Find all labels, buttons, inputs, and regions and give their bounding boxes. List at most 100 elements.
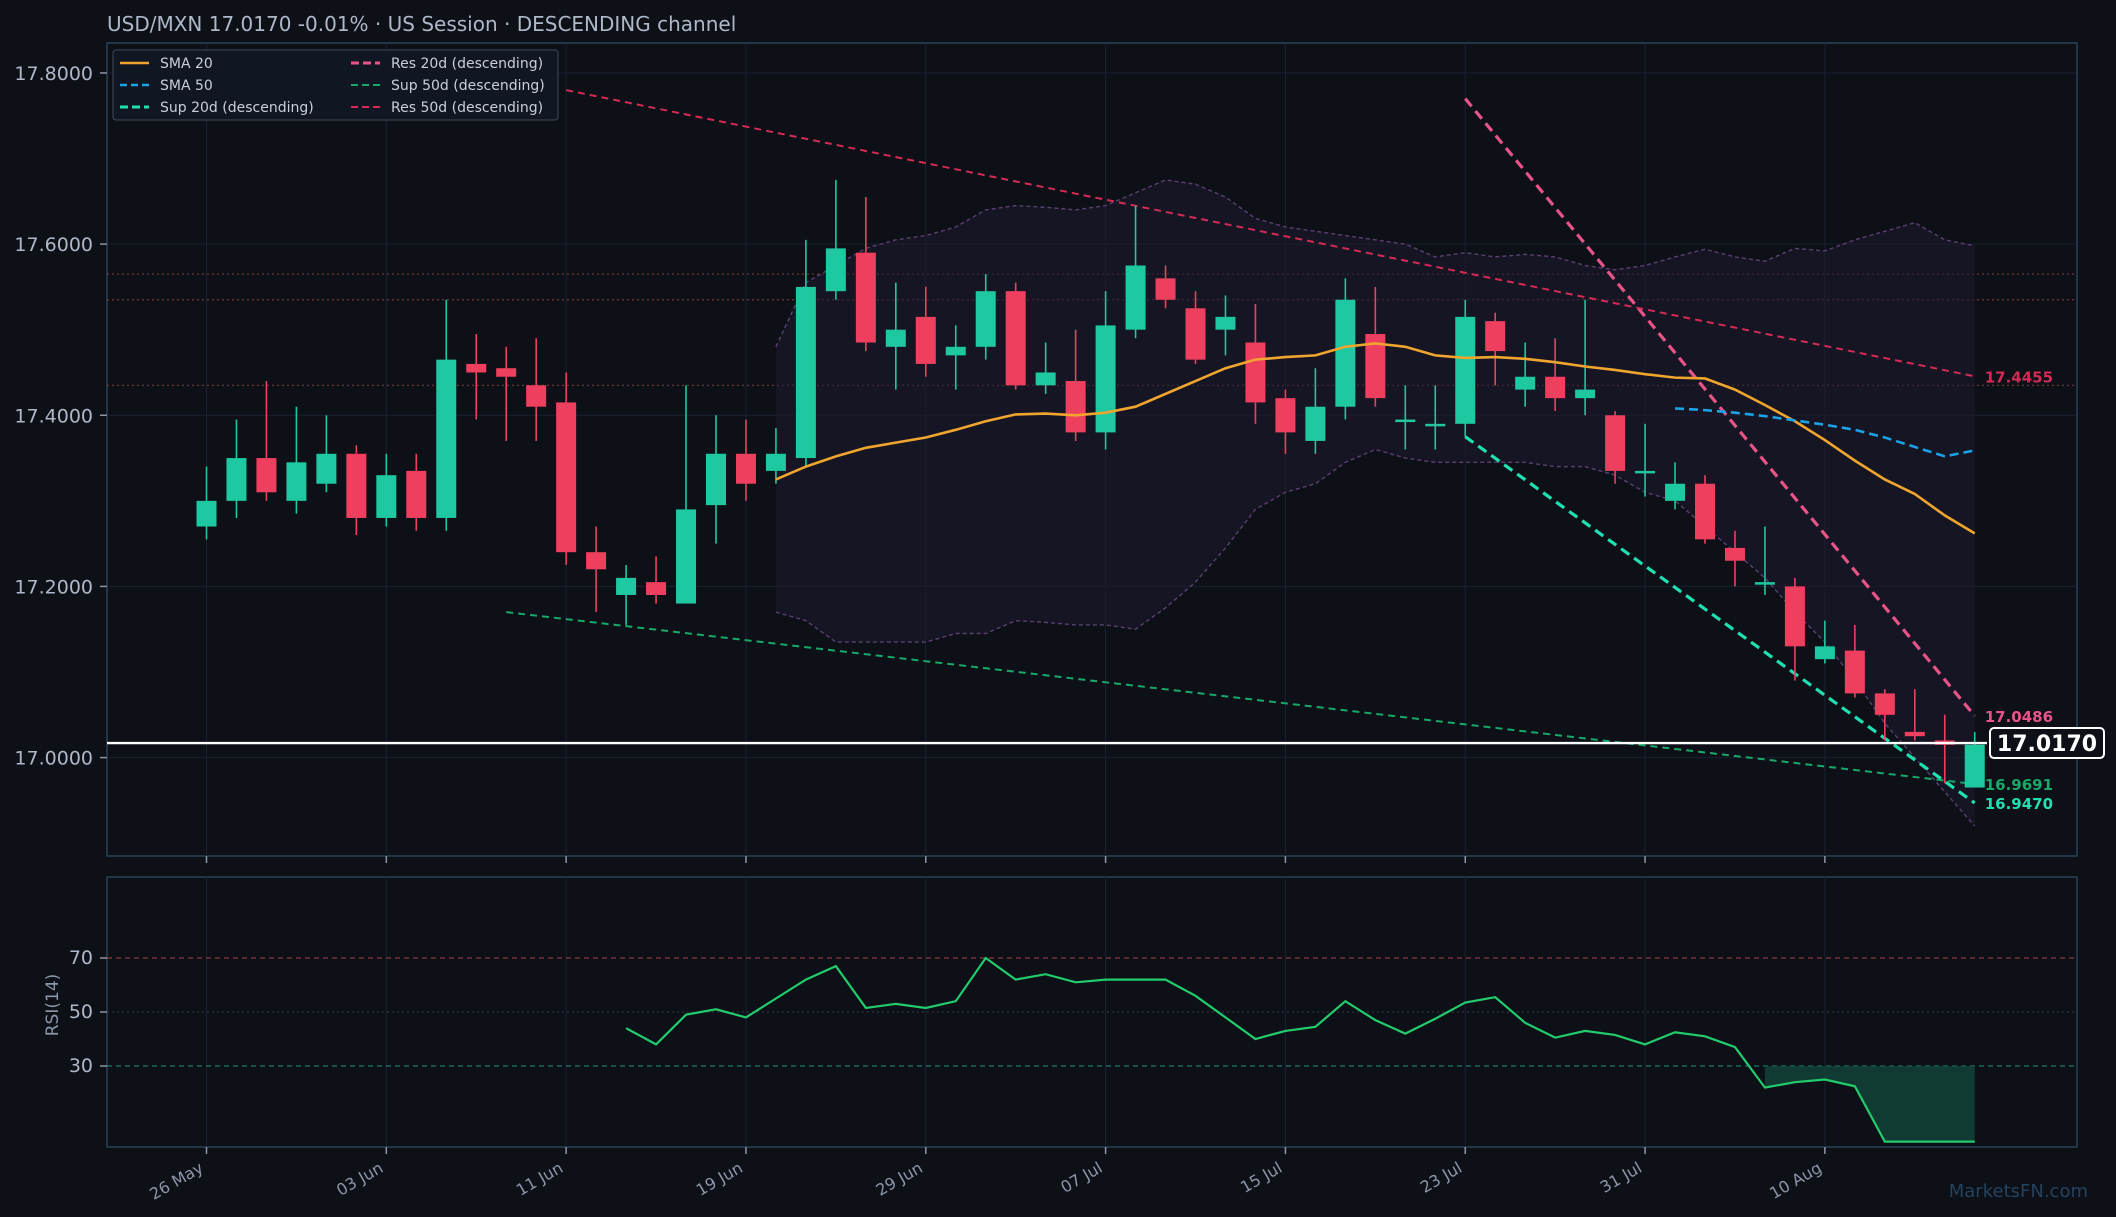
- x-tick-label: 15 Jul: [1237, 1158, 1285, 1197]
- candle-body: [376, 475, 397, 518]
- candle-body: [1665, 483, 1686, 501]
- candle-body: [825, 248, 846, 292]
- candle-body: [1635, 470, 1656, 474]
- rsi-x-axis: 26 May 03 Jun 11 Jun 19 Jun 29 Jun 07 Jul 15 J…: [146, 1147, 1826, 1204]
- candle-body: [1844, 650, 1865, 694]
- candle-body: [466, 363, 487, 373]
- candle-body: [1395, 419, 1416, 423]
- moving-averages: [775, 342, 1976, 535]
- y-tick-label: 17.4000: [14, 405, 93, 427]
- candle-body: [795, 286, 816, 459]
- candle-body: [1095, 325, 1116, 433]
- candle-body: [1365, 333, 1386, 399]
- candle-body: [1245, 342, 1266, 403]
- candle-body: [616, 577, 637, 595]
- price-panel: 17.0000 17.2000 17.4000 17.6000 17.8000 17.0…: [14, 42, 2105, 863]
- candle-body: [945, 346, 966, 356]
- candle-body: [1215, 316, 1236, 330]
- candle-body: [705, 453, 726, 506]
- candlesticks: [196, 179, 1985, 788]
- candle-body: [1065, 381, 1086, 433]
- candle-body: [1185, 308, 1206, 360]
- bollinger-upper: [775, 179, 1975, 348]
- candle-body: [1515, 376, 1536, 390]
- channel-level-label: 17.0486: [1985, 708, 2053, 726]
- chart-title: USD/MXN 17.0170 -0.01% · US Session · DE…: [107, 12, 736, 36]
- rsi-tick-label: 50: [69, 1001, 93, 1023]
- candle-body: [406, 470, 427, 518]
- channel-line: [1464, 435, 1976, 805]
- legend-sup50-label: Sup 50d (descending): [391, 78, 545, 94]
- x-tick-label: 10 Aug: [1766, 1158, 1825, 1203]
- last-price-line: 17.0170: [107, 727, 2105, 760]
- candle-body: [1485, 321, 1506, 352]
- legend: SMA 20 SMA 50 Sup 20d (descending) Res 2…: [112, 49, 559, 121]
- legend-sma20-label: SMA 20: [160, 56, 213, 72]
- x-tick-label: 07 Jul: [1057, 1158, 1105, 1197]
- candle-body: [676, 509, 697, 604]
- rsi-polyline: [625, 956, 1975, 1143]
- candle-body: [1005, 291, 1026, 386]
- legend-box: [112, 49, 559, 121]
- candle-body: [1754, 582, 1775, 585]
- candle-body: [1964, 744, 1985, 788]
- candle-body: [1605, 415, 1626, 471]
- candle-body: [1455, 316, 1476, 424]
- x-tick-label: 26 May: [146, 1158, 206, 1204]
- candle-body: [1425, 423, 1446, 427]
- rsi-oversold-fill: [1764, 1066, 1975, 1142]
- candle-body: [226, 458, 247, 501]
- x-tick-label: 29 Jun: [873, 1158, 926, 1200]
- sma20-line: [775, 342, 1976, 535]
- legend-sma50-label: SMA 50: [160, 78, 213, 94]
- rsi-tick-label: 30: [69, 1055, 93, 1077]
- x-tick-label: 31 Jul: [1597, 1158, 1645, 1197]
- y-tick-label: 17.0000: [14, 748, 93, 770]
- candle-body: [1155, 278, 1176, 300]
- candle-body: [586, 552, 607, 570]
- candle-body: [915, 316, 936, 364]
- candle-body: [1125, 265, 1146, 330]
- x-tick-label: 03 Jun: [333, 1158, 386, 1200]
- channel-level-label: 17.4455: [1985, 368, 2053, 386]
- x-tick-label: 23 Jul: [1417, 1158, 1465, 1197]
- rsi-panel: 30 50 70 RSI(14): [43, 876, 2078, 1148]
- candle-body: [496, 368, 517, 377]
- candle-body: [1695, 483, 1715, 540]
- candle-body: [256, 458, 277, 493]
- price-y-axis: 17.0000 17.2000 17.4000 17.6000 17.8000: [14, 63, 107, 770]
- legend-sup20-label: Sup 20d (descending): [160, 100, 314, 116]
- candle-body: [1784, 586, 1805, 647]
- candle-body: [196, 500, 217, 527]
- last-price-tag-label: 17.0170: [1997, 732, 2097, 757]
- y-tick-label: 17.2000: [14, 576, 93, 598]
- y-tick-label: 17.8000: [14, 63, 93, 85]
- candle-body: [1545, 376, 1566, 399]
- last-price-tag: [1989, 727, 2105, 760]
- watermark: MarketsFN.com: [1949, 1181, 2088, 1202]
- candle-body: [1275, 398, 1296, 433]
- candle-body: [1035, 372, 1056, 386]
- y-tick-label: 17.6000: [14, 234, 93, 256]
- candle-body: [1575, 389, 1596, 399]
- candle-body: [765, 453, 786, 471]
- rsi-gridlines: [206, 877, 1826, 1147]
- candle-body: [646, 582, 667, 595]
- candle-body: [1904, 731, 1925, 737]
- candle-body: [436, 359, 457, 518]
- legend-res20-label: Res 20d (descending): [391, 56, 543, 72]
- candle-body: [1874, 693, 1895, 715]
- legend-res50-label: Res 50d (descending): [391, 100, 543, 116]
- rsi-axis-label: RSI(14): [43, 974, 63, 1037]
- candle-body: [1814, 646, 1835, 660]
- candle-body: [1724, 547, 1745, 561]
- channel-line: [1464, 97, 1976, 718]
- candle-body: [556, 402, 577, 553]
- rsi-y-axis: 30 50 70: [69, 947, 107, 1077]
- x-tick-label: 19 Jun: [693, 1158, 746, 1200]
- channel-lines: [506, 89, 1976, 805]
- rsi-oversold-area: [1764, 1066, 1975, 1142]
- candle-body: [346, 453, 367, 518]
- candle-body: [735, 453, 756, 484]
